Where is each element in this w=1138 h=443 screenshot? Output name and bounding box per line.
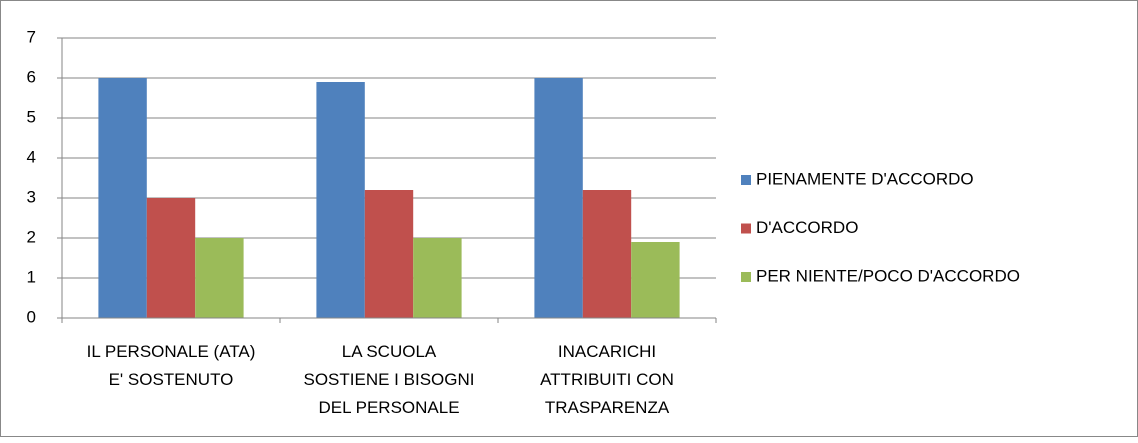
y-tick-label: 6 (27, 67, 36, 86)
bar (316, 82, 365, 318)
bar (413, 238, 462, 318)
bar (146, 198, 196, 318)
y-tick-label: 5 (27, 107, 36, 126)
y-tick-label: 3 (27, 187, 36, 206)
legend-label: D'ACCORDO (756, 218, 858, 237)
x-tick-label: IL PERSONALE (ATA) E' SOSTENUTO (86, 342, 256, 389)
legend-swatch (741, 272, 751, 282)
y-tick-label: 2 (27, 227, 36, 246)
y-tick-label: 7 (27, 27, 36, 46)
legend-swatch (741, 175, 751, 185)
y-tick-label: 4 (27, 147, 36, 166)
bar (364, 190, 414, 318)
legend-label: PER NIENTE/POCO D'ACCORDO (756, 266, 1020, 285)
y-tick-label: 0 (27, 307, 36, 326)
bar (98, 78, 147, 318)
x-tick-label: INACARICHI ATTRIBUITI CON TRASPARENZA (540, 342, 674, 417)
legend-label: PIENAMENTE D'ACCORDO (756, 169, 974, 188)
legend-swatch (741, 223, 751, 234)
bar (534, 78, 583, 318)
bar (582, 190, 632, 318)
bar (195, 238, 244, 318)
x-tick-label: LA SCUOLA SOSTIENE I BISOGNI DEL PERSONA… (303, 342, 475, 417)
bar (631, 242, 680, 318)
y-tick-label: 1 (27, 267, 36, 286)
